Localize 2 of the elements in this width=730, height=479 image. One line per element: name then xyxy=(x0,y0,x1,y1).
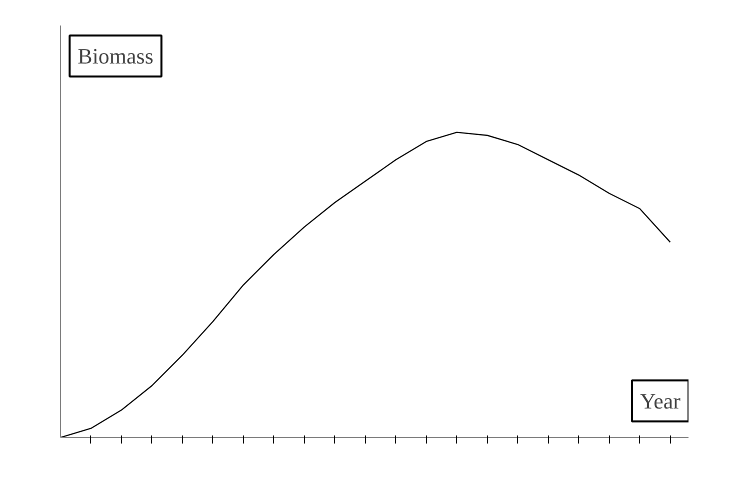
y-axis-title: Biomass xyxy=(78,44,154,69)
x-axis-title: Year xyxy=(640,388,682,414)
